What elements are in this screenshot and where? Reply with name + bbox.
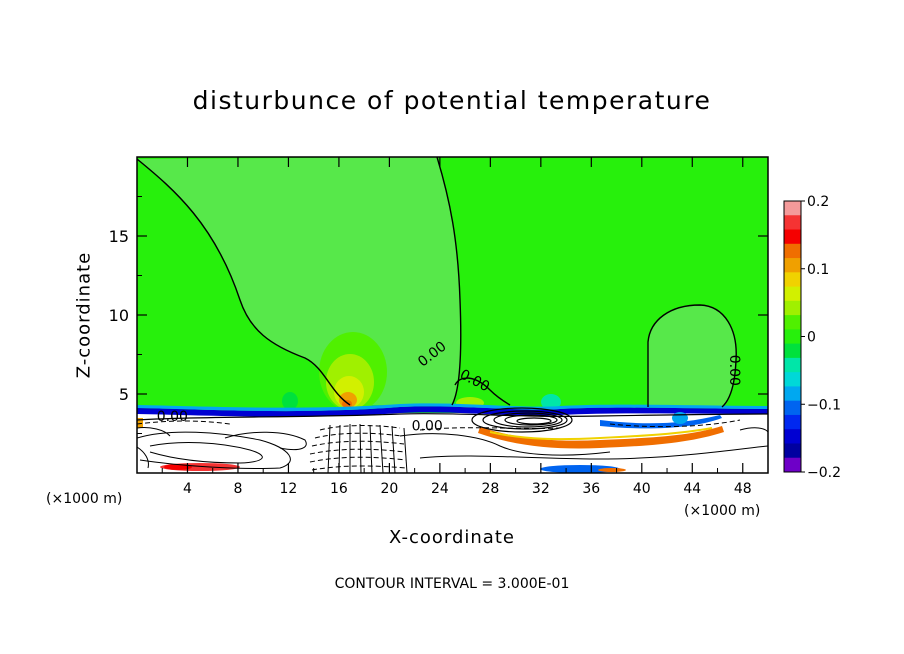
colorbar-swatch	[784, 443, 801, 459]
colorbar-swatch	[784, 457, 801, 473]
colorbar-swatch	[784, 243, 801, 259]
y-tick-label: 10	[109, 306, 129, 325]
solid-lower-contours	[137, 427, 768, 470]
y-axis: 5 10 15	[109, 196, 768, 434]
lower-cool-streak	[478, 426, 724, 449]
x-tick-label: 16	[330, 481, 348, 497]
colorbar-tick-label: −0.2	[807, 465, 841, 481]
x-unit-label-right: (×1000 m)	[684, 503, 761, 519]
zero-contour-right-lobe	[647, 304, 737, 408]
cool-patch-44	[672, 412, 688, 424]
colorbar-swatch	[784, 300, 801, 316]
colorbar-swatch	[784, 386, 801, 402]
colorbar-tick-label: −0.1	[807, 397, 841, 413]
colorbar-swatch	[784, 329, 801, 345]
colorbar: 0.2 0.1 0 −0.1 −0.2	[783, 194, 841, 481]
chart-title: disturbunce of potential temperature	[192, 86, 712, 115]
y-tick-label: 5	[119, 385, 129, 404]
x-tick-label: 20	[380, 481, 398, 497]
x-tick-label: 48	[734, 481, 752, 497]
colorbar-swatch	[784, 201, 801, 216]
lower-layer	[137, 413, 768, 473]
warm-plume	[319, 332, 387, 412]
cool-spot-34	[541, 394, 561, 410]
colorbar-swatch	[784, 372, 801, 387]
colorbar-swatch	[784, 272, 801, 288]
contour-lines	[137, 157, 768, 473]
zero-contour-main-right	[436, 157, 462, 406]
x-axis: 4 8 12 16 20 24 28 32 36 40 44 48	[161, 157, 752, 497]
dashed-cluster	[137, 419, 741, 471]
surface-warm-right	[598, 468, 626, 472]
x-tick-label: 40	[633, 481, 651, 497]
x-tick-label: 44	[683, 481, 701, 497]
y-tick-label: 15	[109, 227, 129, 246]
cool-spot-14	[282, 392, 298, 410]
colorbar-tick-label: 0	[807, 330, 816, 346]
x-tick-label: 36	[582, 481, 600, 497]
contour-cluster-30	[471, 407, 573, 433]
zero-contour-mid	[454, 377, 511, 406]
colorbar-swatch	[784, 429, 801, 444]
colorbar-swatch	[784, 215, 801, 231]
left-edge-warm	[137, 418, 143, 428]
colorbar-swatch	[784, 286, 801, 302]
colorbar-swatch	[784, 229, 801, 245]
contour-label-0: 0.00	[157, 409, 188, 425]
zero-contour-main	[137, 158, 351, 406]
inversion-band-blue	[137, 406, 768, 417]
zero-contour-lower	[137, 412, 768, 421]
colorbar-swatch	[784, 343, 801, 359]
x-tick-label: 28	[481, 481, 499, 497]
colorbar-tick-label: 0.1	[807, 262, 829, 278]
colorbar-tick-label: 0.2	[807, 194, 829, 210]
colorbar-swatch	[784, 258, 801, 273]
contour-label-3: 0.00	[412, 418, 443, 434]
lower-cool-streak-inner	[489, 427, 713, 441]
near-zero-region-right	[648, 305, 737, 407]
colorbar-swatch	[784, 400, 801, 416]
x-axis-label: X-coordinate	[389, 527, 515, 548]
contour-label-4: 0.00	[726, 355, 742, 386]
vertical-contours	[327, 423, 408, 473]
x-tick-label: 24	[431, 481, 449, 497]
x-tick-label: 12	[280, 481, 298, 497]
contour-field	[137, 157, 768, 473]
x-tick-label: 4	[183, 481, 192, 497]
near-zero-region	[137, 157, 461, 405]
x-tick-label: 32	[532, 481, 550, 497]
inversion-band-cyan	[137, 403, 768, 412]
x-unit-label-left: (×1000 m)	[46, 491, 123, 507]
colorbar-swatch	[784, 414, 801, 430]
colorbar-swatch	[784, 357, 801, 373]
lower-blue-strip	[600, 415, 722, 429]
x-tick-label: 8	[233, 481, 242, 497]
y-axis-label: Z-coordinate	[73, 251, 95, 379]
colorbar-swatch	[784, 315, 801, 330]
contour-interval-note: CONTOUR INTERVAL = 3.000E-01	[334, 576, 570, 592]
